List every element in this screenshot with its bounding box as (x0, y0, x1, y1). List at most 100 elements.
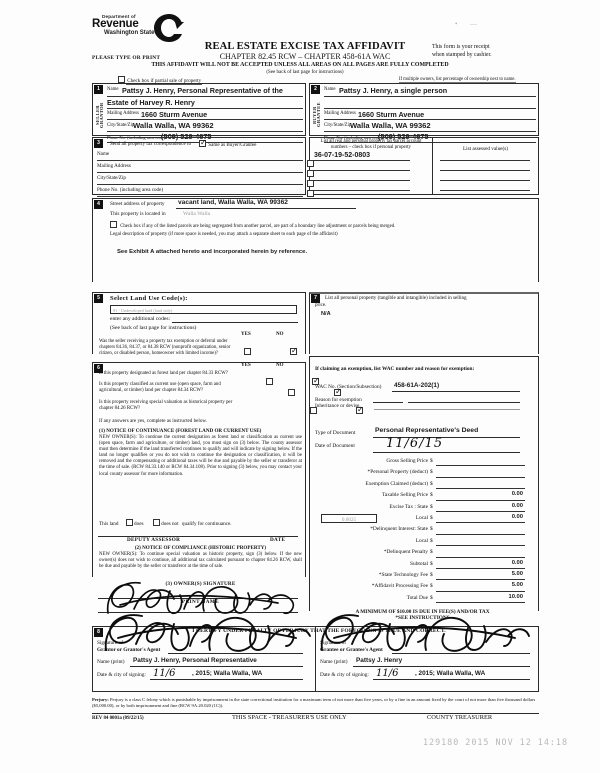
partial-sale-label: Check box if partial sale of property (126, 78, 203, 85)
parcel-rows: 36-07-19-52-0803 (307, 152, 430, 197)
correspondence-phone-label: Phone No. (including area code) (97, 187, 164, 193)
buyer-mailing-label: Mailing Address (324, 111, 356, 116)
calc-label-12: Total Due (406, 594, 428, 601)
notice-compliance-title: (2) NOTICE OF COMPLIANCE (HISTORIC PROPE… (134, 545, 267, 551)
assessor-date-label: DATE (270, 537, 286, 543)
additional-codes-label: enter any additional codes: (110, 316, 171, 322)
parcel-header-line1: List all real and personal property tax … (320, 139, 422, 144)
calc-label-6: *Delinquent Interest: State (370, 526, 428, 533)
does-qualify-checkbox[interactable] (125, 519, 133, 526)
reason-exemption-value[interactable]: Inheritance or devise. (315, 403, 361, 409)
personal-property-box (309, 292, 539, 354)
section-2-number: 2 (311, 85, 320, 94)
seller-citystatezip-value[interactable]: Walla Walla, WA 99362 (133, 121, 214, 130)
parcel-personal-checkbox-2[interactable] (307, 180, 314, 187)
parcel-personal-checkbox-0[interactable] (307, 160, 314, 167)
parcel-personal-checkbox-3[interactable] (307, 190, 314, 197)
calc-label-4: Excise Tax : State (389, 503, 428, 510)
logo-revenue-text: Revenue (92, 18, 139, 30)
section6-yes-header: YES (241, 363, 251, 368)
grantee-signature (320, 614, 530, 652)
located-in-label: This property is located in (110, 211, 166, 217)
seller-exemption-no-checkbox[interactable] (290, 346, 298, 355)
seller-exemption-question: Was the seller receiving a property tax … (99, 339, 231, 357)
land-use-code-select[interactable]: 91 - Undeveloped land (land only) (110, 305, 297, 314)
buyer-phone-value[interactable]: (509) 529-4675 (378, 132, 429, 141)
grantee-name-value[interactable]: Pattsy J. Henry (356, 657, 403, 664)
type-of-document-value[interactable]: Personal Representative's Deed (375, 427, 479, 434)
multiple-owners-label: If multiple owners, list percentage of o… (399, 77, 516, 83)
calc-value-4[interactable]: 0.00 (511, 502, 523, 509)
calc-label-2: Exemption Claimed (deduct) (365, 480, 428, 487)
forest-land-no-checkbox[interactable] (312, 376, 320, 385)
current-use-yes-checkbox[interactable] (288, 389, 295, 396)
section-4-number: 4 (94, 200, 103, 209)
grantor-name-value[interactable]: Pattsy J. Henry, Personal Representative (133, 657, 257, 664)
calc-value-9[interactable]: 0.00 (511, 559, 523, 566)
historic-property-yes-checkbox[interactable] (310, 407, 317, 414)
calc-label-1: *Personal Property (deduct) (367, 469, 428, 476)
buyer-name-value[interactable]: Pattsy J. Henry, a single person (339, 86, 448, 95)
correspondence-intro: Send all property tax correspondence to (110, 141, 192, 147)
historic-property-no-checkbox[interactable] (356, 405, 364, 414)
calc-value-11[interactable]: 5.00 (511, 582, 523, 589)
calc-value-10[interactable]: 5.00 (511, 570, 523, 577)
this-land-row[interactable]: This land does does not qualify for cont… (99, 519, 232, 527)
located-in-value[interactable]: Walla Walla (183, 211, 211, 217)
chapter-line: CHAPTER 82.45 RCW – CHAPTER 458-61A WAC (219, 52, 391, 61)
calc-label-11: *Affidavit Processing Fee (371, 583, 428, 590)
buyer-side-label: BUYER GRANTEE (312, 102, 321, 128)
section-3-number: 3 (94, 139, 103, 148)
calc-value-5[interactable]: 0.00 (511, 513, 523, 520)
segregation-label: Check box if any of the listed parcels a… (120, 224, 396, 229)
see-back-instructions: (See back of last page for instructions) (266, 70, 344, 75)
does-not-qualify-checkbox[interactable] (152, 519, 160, 526)
same-as-buyer-row[interactable]: Same as Buyer/Grantee (199, 138, 256, 148)
seller-name-value-2[interactable]: Estate of Harvey R. Henry (107, 98, 195, 107)
seller-name-value[interactable]: Pattsy J. Henry, Personal Representative… (122, 86, 283, 95)
seller-phone-value[interactable]: (509) 529-4675 (161, 132, 212, 141)
grantor-date-label: Date & city of signing: (97, 672, 146, 678)
wac-number-value[interactable]: 458-61A-202(1) (394, 382, 440, 389)
segregation-checkbox[interactable] (110, 221, 117, 228)
section5-yes-header: YES (241, 332, 251, 337)
same-as-buyer-checkbox[interactable] (199, 138, 207, 147)
calc-value-12[interactable]: 10.00 (508, 593, 523, 600)
personal-property-line1: List all personal property (tangible and… (325, 295, 467, 301)
receipt-note-line1: This form is your receipt (432, 44, 490, 50)
land-use-code-value: 91 - Undeveloped land (land only) (113, 308, 173, 313)
treasurer-receipt-stamp: 129180 2015 NOV 12 14:18 (423, 737, 569, 747)
forest-land-yes-checkbox[interactable] (266, 378, 273, 385)
partial-sale-row[interactable]: Check box if partial sale of property (118, 76, 203, 85)
parcel-number-0[interactable]: 36-07-19-52-0803 (314, 152, 371, 159)
classification-box (92, 362, 306, 577)
personal-property-value[interactable]: N/A (321, 311, 331, 317)
notice-continuance-title: (1) NOTICE OF CONTINUANCE (FOREST LAND O… (99, 428, 262, 434)
dor-logo: Department of Revenue Washington State (92, 14, 184, 36)
wac-number-label: WAC No. (Section/Subsection) (315, 384, 382, 390)
parcel-personal-checkbox-1[interactable] (307, 170, 314, 177)
seller-mailing-value[interactable]: 1660 Sturm Avenue (141, 110, 208, 119)
calc-label-5: Local (415, 514, 428, 521)
parcel-header-line2: numbers – check box if personal property (331, 145, 411, 150)
completion-notice: THIS AFFIDAVIT WILL NOT BE ACCEPTED UNLE… (151, 62, 449, 68)
buyer-citystatezip-value[interactable]: Walla Walla, WA 99362 (350, 121, 431, 130)
assessed-rows (440, 152, 530, 192)
perjury-text: Perjury is a class C felony which is pun… (92, 697, 536, 709)
local-rate-field[interactable]: 0.0025 (321, 513, 377, 523)
deputy-assessor-label: DEPUTY ASSESSOR (127, 537, 181, 543)
legal-description-value[interactable]: See Exhibit A attached hereto and incorp… (117, 249, 308, 255)
grantor-date-rest: , 2015; Walla Walla, WA (192, 670, 263, 677)
street-address-value[interactable]: vacant land, Walla Walla, WA 99362 (178, 199, 288, 206)
perjury-note: Perjury: Perjury is a class C felony whi… (92, 697, 539, 709)
segregation-row[interactable]: Check box if any of the listed parcels a… (110, 221, 530, 229)
buyer-box (309, 83, 539, 136)
seller-exemption-yes-checkbox[interactable] (244, 348, 251, 355)
buyer-mailing-value[interactable]: 1660 Sturm Avenue (358, 110, 425, 119)
claiming-exemption-label: If claiming an exemption, list WAC numbe… (315, 366, 475, 372)
current-use-no-checkbox[interactable] (334, 387, 342, 396)
partial-sale-checkbox[interactable] (118, 76, 125, 83)
section5-no-header: NO (276, 332, 284, 337)
calc-value-3[interactable]: 0.00 (511, 491, 523, 498)
does-label: does (134, 521, 144, 527)
